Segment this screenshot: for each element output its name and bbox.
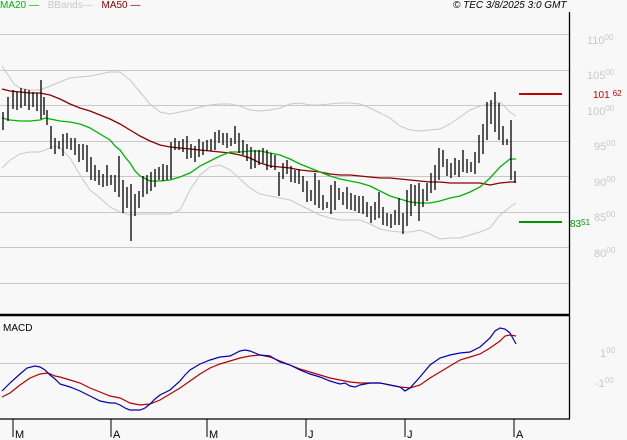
x-tick: A xyxy=(110,419,121,440)
price-label: 8500 xyxy=(594,210,616,224)
legend-bbands-label: BBands xyxy=(47,0,83,11)
macd-panel-title: MACD xyxy=(3,323,32,334)
x-tick: J xyxy=(404,419,413,440)
copyright-text: © TEC 3/8/2025 3:0 GMT xyxy=(453,0,567,11)
bband-lower-line xyxy=(1,145,517,240)
price-bars xyxy=(2,80,516,241)
macd-signal-line xyxy=(1,334,517,406)
x-tick: A xyxy=(513,419,524,440)
price-label: 8000 xyxy=(594,246,616,260)
legend-ma20-label: MA20 xyxy=(0,0,27,11)
macd-label: -100 xyxy=(595,376,614,390)
macd-label: 100 xyxy=(600,346,616,360)
price-label: 11000 xyxy=(587,33,614,47)
x-tick-label: A xyxy=(113,429,121,440)
x-tick: M xyxy=(206,419,218,440)
x-tick: M xyxy=(12,419,24,440)
resistance-label: 101 62 xyxy=(593,89,622,101)
price-label: 10000 xyxy=(587,104,615,118)
price-label: 9000 xyxy=(594,175,616,189)
support-label: 8351 xyxy=(570,218,591,230)
bband-upper-line xyxy=(1,65,517,132)
price-axis: 11000 10500 10000 9500 9000 8500 8000 xyxy=(587,33,616,260)
legend-ma50: MA50 — xyxy=(101,0,141,11)
x-tick-label: A xyxy=(516,429,524,440)
price-label: 10500 xyxy=(587,68,615,82)
legend-ma50-label: MA50 xyxy=(101,0,128,11)
legend-ma20: MA20 — xyxy=(0,0,39,11)
macd-line xyxy=(1,327,517,411)
x-tick-label: M xyxy=(15,429,24,440)
price-gridlines xyxy=(0,34,569,284)
ma50-line xyxy=(1,88,516,186)
price-label: 9500 xyxy=(594,139,616,153)
chart-legend: MA20 — BBands— MA50 — xyxy=(0,0,146,12)
ma20-line xyxy=(1,117,516,204)
x-axis: M A M J J A xyxy=(12,419,524,440)
x-tick-label: J xyxy=(308,429,314,440)
x-tick: J xyxy=(305,419,314,440)
x-tick-label: J xyxy=(407,429,413,440)
x-tick-label: M xyxy=(209,429,218,440)
legend-bbands: BBands— xyxy=(47,0,93,11)
